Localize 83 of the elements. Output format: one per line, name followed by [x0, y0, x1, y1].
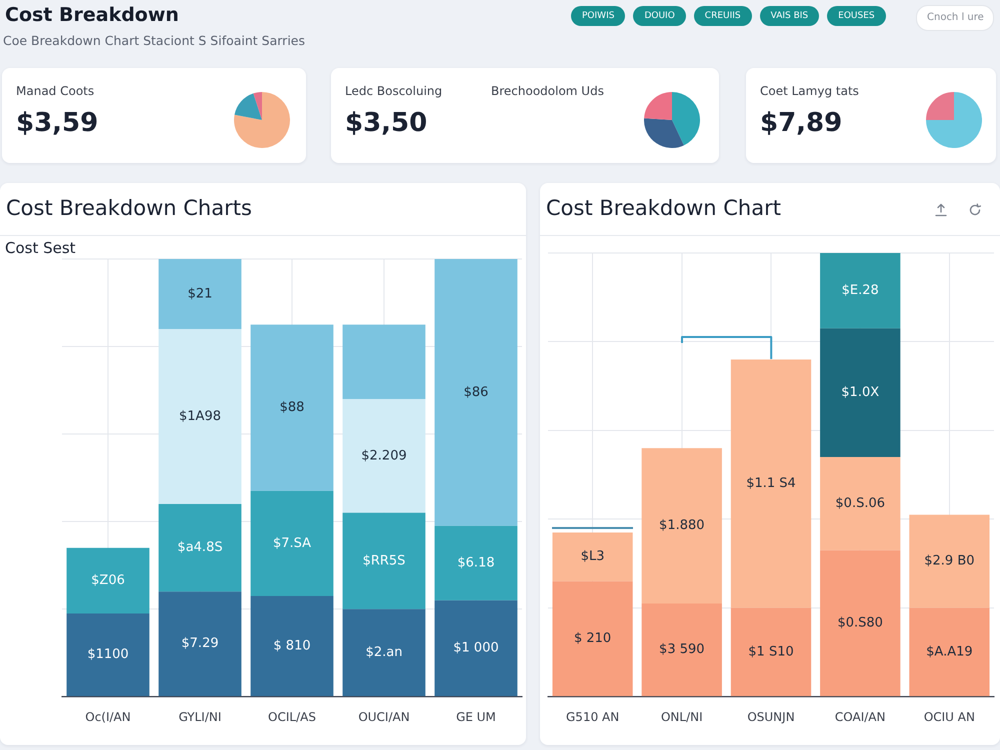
annotation: $1.1 S4 — [746, 476, 796, 492]
x-tick-label: GE UM — [456, 710, 496, 724]
bar — [342, 609, 426, 696]
bar — [820, 328, 900, 458]
bar — [158, 504, 242, 592]
text: Manad Coots — [16, 84, 94, 98]
annotation: $ 210 — [574, 631, 612, 646]
x-tick-label: Oc(I/AN — [85, 710, 131, 724]
annotation: $1A98 — [179, 408, 221, 424]
bar — [909, 514, 990, 608]
bar — [552, 532, 633, 582]
x-tick-label: COAI/AN — [834, 710, 886, 724]
annotation: $1100 — [87, 647, 129, 662]
annotation: $7.SA — [272, 536, 312, 551]
annotation: $RR5S — [362, 553, 406, 568]
bar — [66, 548, 150, 614]
bar — [250, 324, 334, 491]
bar — [66, 613, 150, 696]
annotation: $7.29 — [181, 636, 219, 652]
pill-button[interactable]: EOUSES — [827, 6, 886, 26]
text: $3,59 — [16, 108, 98, 138]
text: Coe Breakdown Chart Staciont S Sifoaint Sarries — [3, 33, 306, 48]
bar — [434, 259, 518, 526]
text: Coet Lamyg tats — [760, 84, 859, 98]
annotation: $3 590 — [659, 642, 705, 658]
bar — [552, 581, 633, 696]
annotation: $a4.8S — [177, 540, 223, 556]
annotation: $1.880 — [659, 518, 705, 534]
annotation: $Z06 — [91, 573, 125, 588]
annotation: $0.S80 — [837, 616, 883, 631]
bar — [250, 596, 334, 696]
chart-title: Cost Breakdown Charts — [6, 196, 252, 220]
x-tick-label: OUCI/AN — [358, 710, 410, 724]
bar — [820, 457, 900, 550]
chart-title: Cost Breakdown Chart — [546, 196, 781, 220]
y-axis-title: Cost Sest — [5, 238, 76, 257]
annotation: $1 S10 — [748, 644, 794, 660]
text: Ledc Boscoluing — [345, 84, 442, 98]
bar — [730, 608, 812, 696]
annotation: $1 000 — [453, 640, 499, 656]
bar — [158, 329, 242, 504]
pill-button[interactable]: CREUIIS — [694, 6, 752, 26]
x-tick-label: OCIL/AS — [268, 710, 316, 724]
x-tick-label: OCIU AN — [924, 710, 975, 724]
annotation: $88 — [280, 400, 304, 416]
bar — [434, 600, 518, 696]
annotation: $86 — [464, 384, 488, 400]
bar — [342, 324, 426, 400]
annotation: $0.S.06 — [835, 496, 886, 512]
text: Brechoodolom Uds — [491, 84, 604, 98]
annotation: $L3 — [580, 549, 604, 564]
bar — [434, 526, 518, 600]
x-tick-label: GYLI/NI — [178, 710, 222, 724]
annotation: $2.9 B0 — [924, 554, 975, 569]
bar — [909, 608, 990, 696]
pill-button[interactable]: POIWIS — [571, 6, 626, 26]
bar — [158, 259, 242, 330]
bar — [342, 399, 426, 513]
annotation: $21 — [188, 286, 212, 302]
annotation: $1.0X — [841, 385, 880, 400]
bar — [642, 448, 722, 604]
text: Cost Breakdown — [5, 4, 179, 26]
text: $7,89 — [760, 108, 842, 138]
bar — [158, 592, 242, 696]
annotation: $ 810 — [273, 638, 311, 654]
bar — [342, 512, 426, 610]
annotation: $E.28 — [842, 283, 879, 298]
annotation: $6.18 — [457, 556, 495, 571]
bar — [820, 550, 900, 696]
x-tick-label: OSUNJN — [747, 710, 795, 724]
bar — [820, 253, 900, 328]
pill-button[interactable]: DOUIO — [633, 6, 686, 26]
bar — [730, 359, 812, 608]
annotation: $2.an — [366, 644, 402, 660]
annotation: $2.209 — [361, 448, 407, 464]
bar — [250, 490, 334, 596]
x-tick-label: ONL/NI — [660, 710, 703, 724]
x-tick-label: G510 AN — [566, 710, 620, 724]
annotation: $A.A19 — [926, 644, 973, 660]
bar — [642, 603, 722, 696]
text: $3,50 — [345, 108, 428, 138]
search-field[interactable]: Cnoch l ure — [916, 5, 994, 31]
pill-button[interactable]: VAIS BIS — [760, 6, 820, 26]
